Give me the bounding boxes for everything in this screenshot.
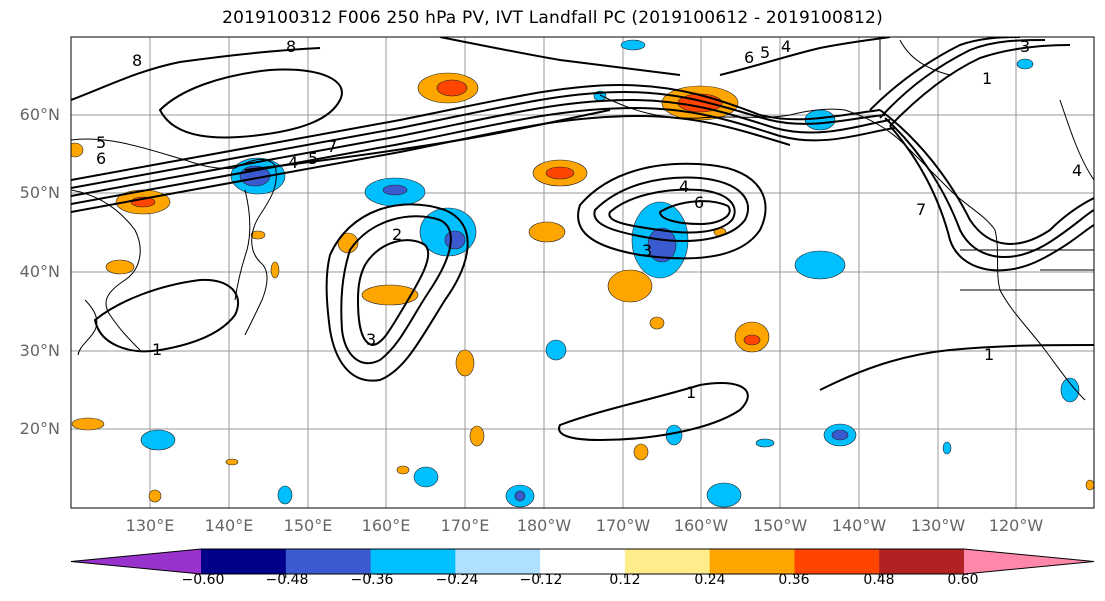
lat-label: 40°N [19, 262, 60, 281]
colorbar-tick-label: 0.12 [609, 572, 641, 588]
colorbar-extend-low [71, 549, 201, 574]
lon-label: 130°W [910, 516, 966, 535]
colorbar-tick-label: −0.36 [350, 572, 394, 588]
contour-label: 6 [744, 48, 754, 67]
lon-label: 160°W [673, 516, 729, 535]
colorbar-outline [70, 548, 1095, 575]
contour-label: 4 [781, 37, 791, 56]
lon-label: 140°E [204, 516, 254, 535]
pv-contours [71, 37, 1094, 442]
contour-label: 1 [686, 383, 696, 402]
contour-label: 2 [392, 225, 402, 244]
contour-label: 7 [327, 137, 337, 156]
lon-label: 130°E [125, 516, 175, 535]
lat-label: 20°N [19, 419, 60, 438]
contour-label: 4 [679, 177, 689, 196]
map-title: 2019100312 F006 250 hPa PV, IVT Landfall… [222, 8, 883, 28]
lon-label: 150°W [752, 516, 808, 535]
colorbar-tick-label: 0.60 [947, 572, 979, 588]
contour-label: 3 [1020, 37, 1030, 56]
contour-label: 6 [96, 149, 106, 168]
lon-label: 140°W [831, 516, 887, 535]
lon-label: 120°W [988, 516, 1044, 535]
lon-label: 180°W [516, 516, 572, 535]
lat-label: 60°N [19, 105, 60, 124]
contour-label: 5 [760, 43, 770, 62]
lon-label: 160°E [361, 516, 411, 535]
colorbar-segment [879, 549, 965, 574]
map-frame [70, 36, 1095, 509]
colorbar-extend-high [964, 549, 1094, 574]
colorbar-segment [201, 549, 287, 574]
colorbar-segment [709, 549, 795, 574]
lat-label: 30°N [19, 341, 60, 360]
contour-label: 4 [288, 153, 298, 172]
contour-label: 1 [152, 340, 162, 359]
contour-label: 5 [96, 133, 106, 152]
colorbar-segment [794, 549, 880, 574]
colorbar-segment [540, 549, 626, 574]
contour-label: 8 [132, 51, 142, 70]
contour-label: 8 [286, 37, 296, 56]
colorbar-tick-label: 0.36 [778, 572, 810, 588]
colorbar-tick-label: −0.60 [181, 572, 225, 588]
lon-label: 170°W [595, 516, 651, 535]
colorbar-tick-label: −0.12 [519, 572, 563, 588]
contour-labels: 8 8 4 5 6 3 1 5 6 4 5 7 2 3 4 6 3 1 1 1 … [96, 37, 1082, 402]
colorbar-tick-label: −0.24 [435, 572, 479, 588]
contour-label: 1 [982, 69, 992, 88]
contour-label: 1 [984, 345, 994, 364]
contour-label: 6 [694, 193, 704, 212]
lon-label: 150°E [283, 516, 333, 535]
lat-label: 50°N [19, 183, 60, 202]
colorbar-segment [285, 549, 372, 574]
colorbar-tick-label: −0.48 [265, 572, 309, 588]
contour-label: 3 [366, 330, 376, 349]
contour-label: 4 [1072, 161, 1082, 180]
lon-label: 170°E [440, 516, 490, 535]
contour-label: 7 [916, 200, 926, 219]
colorbar-tick-label: 0.24 [694, 572, 726, 588]
contour-label: 5 [308, 149, 318, 168]
colorbar-segment [624, 549, 711, 574]
colorbar-segment [455, 549, 541, 574]
colorbar-tick-label: 0.48 [863, 572, 895, 588]
contour-label: 3 [642, 241, 652, 260]
colorbar-segment [370, 549, 456, 574]
